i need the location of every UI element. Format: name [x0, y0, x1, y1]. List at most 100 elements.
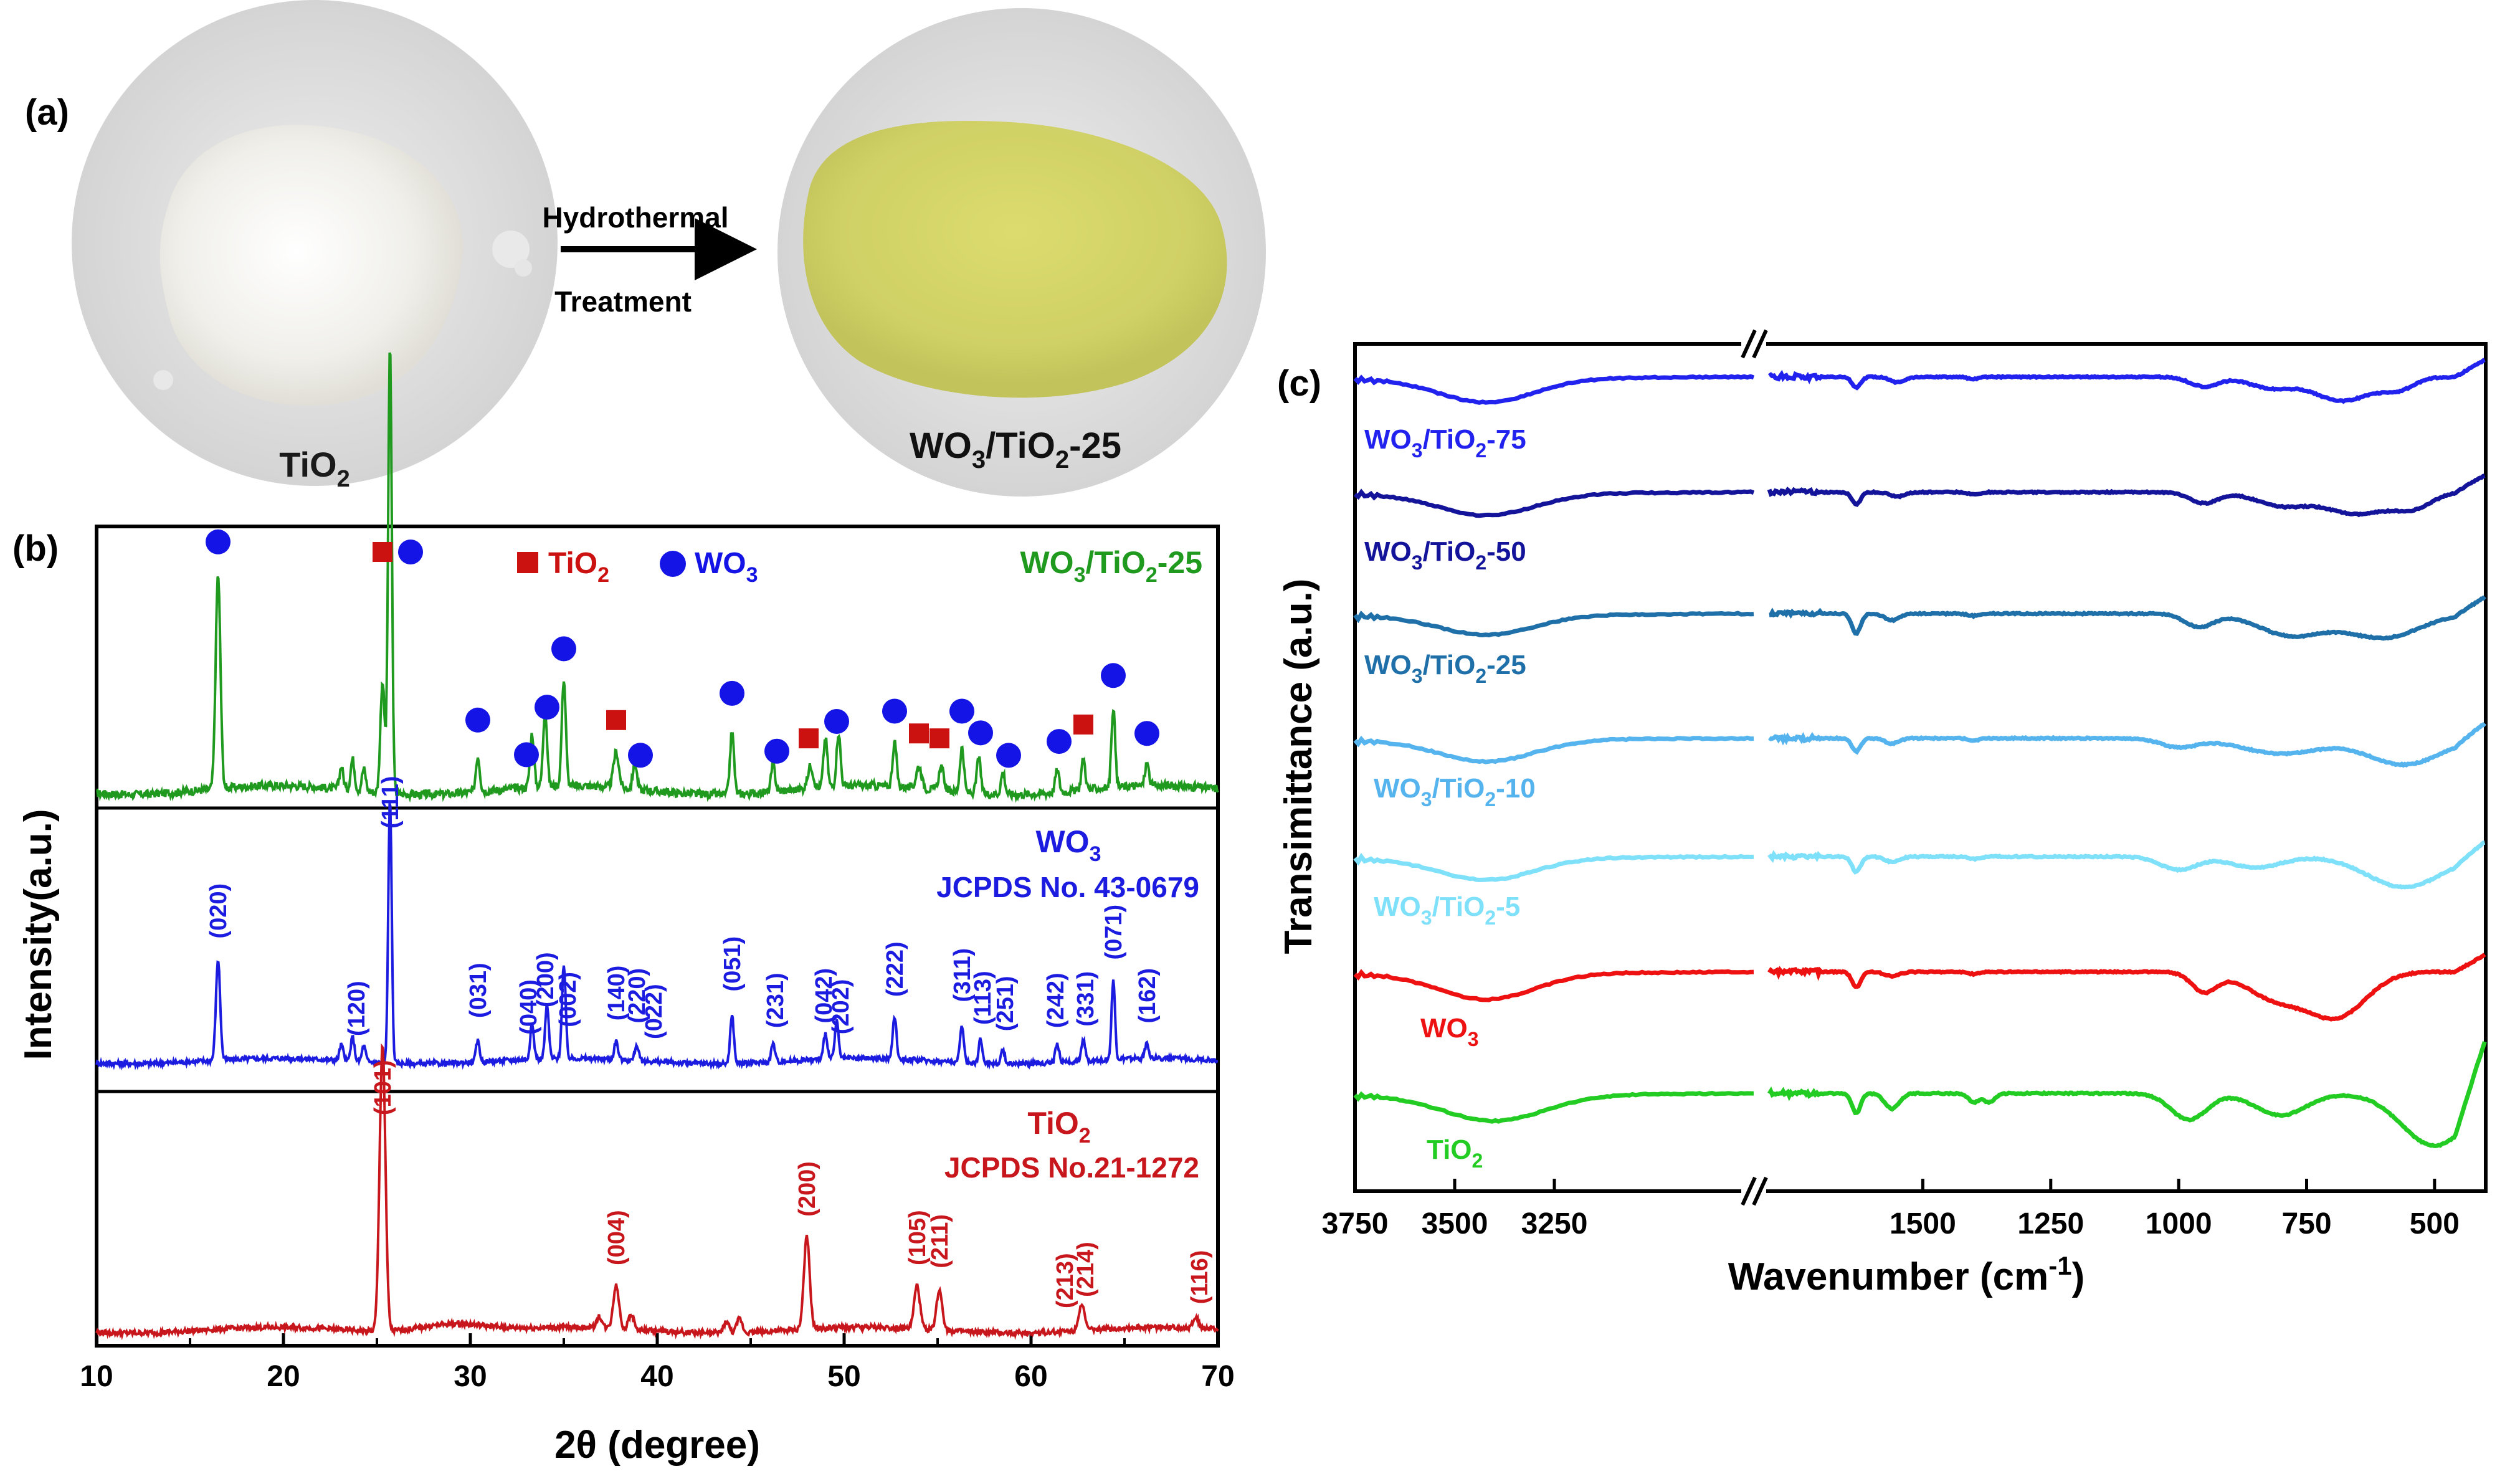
- xrd-ylabel: Intensity(a.u.): [17, 809, 60, 1060]
- ftir-curve-right: [1768, 721, 2487, 768]
- xrd-hkl-label: (071): [1101, 905, 1127, 960]
- ftir-xlabel: Wavenumber (cm-1): [1728, 1251, 2085, 1298]
- xrd-hkl-label: (200): [794, 1161, 820, 1217]
- xrd-hkl-label: (022): [641, 984, 667, 1039]
- ftir-curve-left: [1353, 969, 1754, 1002]
- xrd-xtick-label: 70: [1201, 1360, 1234, 1393]
- ftir-xtick-label: 1000: [2146, 1207, 2212, 1240]
- ftir-ylabel: Transimittance (a.u.): [1277, 579, 1320, 954]
- ftir-xtick-label: 1500: [1890, 1207, 1956, 1240]
- ftir-series-label: WO3/TiO2-5: [1374, 892, 1520, 929]
- xrd-xtick-label: 50: [827, 1360, 860, 1393]
- ftir-curve-right: [1767, 358, 2486, 404]
- ftir-curve-left: [1353, 1090, 1754, 1124]
- xrd-wo3-peak-marker: [1101, 663, 1126, 688]
- wo3-powder: [803, 120, 1227, 398]
- xrd-wo3-peak-marker: [465, 707, 490, 733]
- ftir-break-mark-top: [1741, 329, 1768, 359]
- legend-tio2-marker: [517, 552, 538, 573]
- panel-b-label: (b): [12, 528, 59, 569]
- legend-wo3-marker: [660, 551, 686, 577]
- xrd-hkl-label: (311): [949, 948, 976, 1002]
- ftir-xtick-label: 3500: [1422, 1207, 1488, 1240]
- ftir-xtick-label: 1250: [2017, 1207, 2084, 1240]
- xrd-curves: [95, 352, 1219, 1341]
- xrd-hkl-label: (200): [533, 952, 559, 1007]
- xrd-hkl-label: (162): [1134, 968, 1161, 1024]
- xrd-hkl-label: (211): [927, 1214, 953, 1268]
- ftir-curve-left: [1353, 610, 1754, 637]
- xrd-frame: [95, 525, 1220, 1348]
- ftir-xtick-label: 750: [2281, 1207, 2331, 1240]
- xrd-hkl-label: (231): [763, 973, 789, 1028]
- xrd-hkl-label: (040): [516, 979, 542, 1035]
- xrd-annotations: (020)(120)(111)(031) (040)(200)(002) (140)…: [206, 776, 1213, 1308]
- xrd-xlabel: 2θ (degree): [554, 1424, 760, 1467]
- xrd-wo3-peak-marker: [551, 636, 576, 662]
- xrd-wo3-peak-marker: [206, 529, 231, 554]
- xrd-xtick-label: 40: [640, 1360, 673, 1393]
- tio2-speck: [153, 370, 173, 390]
- xrd-hkl-label: (331): [1073, 971, 1099, 1027]
- xrd-hkl-label: (251): [992, 976, 1019, 1031]
- xrd-xtick-label: 60: [1014, 1360, 1047, 1393]
- tio2-photo-label: TiO2: [279, 445, 349, 492]
- ftir-curve-right: [1767, 1041, 2487, 1148]
- arrow-top-label: Hydrothermal: [542, 201, 728, 234]
- xrd-bot-title-1: TiO2: [1027, 1106, 1090, 1148]
- xrd-hkl-label: (140): [604, 966, 630, 1021]
- xrd-hkl-label: (220): [624, 968, 650, 1024]
- xrd-xtick-label: 10: [80, 1360, 113, 1393]
- ftir-series-label: WO3/TiO2-50: [1364, 536, 1526, 574]
- panel-c-label: (c): [1277, 363, 1321, 404]
- ftir-xtick-label: 500: [2410, 1207, 2460, 1240]
- ftir-curve-right: [1767, 953, 2486, 1022]
- xrd-wo3-peak-marker: [764, 738, 789, 764]
- xrd-wo3-peak-marker: [720, 680, 744, 706]
- xrd-bot-title-2: JCPDS No.21-1272: [944, 1151, 1199, 1184]
- ftir-chart: (c) Transimittance (a.u.) Wavenumber (cm…: [1277, 329, 2488, 1298]
- xrd-wo3-peak-marker: [628, 743, 653, 768]
- ftir-xtick-label: 3750: [1322, 1207, 1389, 1240]
- xrd-wo3-peak-marker: [949, 698, 974, 724]
- xrd-legend: TiO2 WO3: [517, 547, 758, 587]
- tio2-dish-photo: TiO2: [72, 0, 558, 492]
- xrd-curve-tio2: [95, 1043, 1219, 1341]
- xrd-hkl-label: (020): [206, 883, 232, 939]
- xrd-curve-composite: [96, 352, 1219, 803]
- xrd-xtick-label: 20: [267, 1360, 300, 1393]
- xrd-tio2-peak-marker: [799, 728, 819, 749]
- xrd-wo3-peak-marker: [824, 708, 849, 734]
- ftir-series-label: TiO2: [1427, 1134, 1483, 1172]
- xrd-hkl-label: (202): [828, 979, 854, 1035]
- ftir-series-label: WO3/TiO2-25: [1364, 650, 1526, 687]
- ftir-curve-left: [1353, 852, 1754, 882]
- xrd-hkl-label: (222): [882, 941, 908, 997]
- xrd-hkl-label: (214): [1073, 1242, 1099, 1297]
- wo3-photo-label: WO3/TiO2-25: [910, 426, 1121, 473]
- xrd-hkl-label: (042): [811, 968, 837, 1024]
- tio2-speck: [515, 259, 532, 277]
- xrd-hkl-label: (113): [970, 971, 996, 1025]
- xrd-tio2-peak-marker: [373, 542, 392, 562]
- ftir-xtick-label: 3250: [1521, 1207, 1588, 1240]
- ftir-series-labels: WO3/TiO2-75 WO3/TiO2-50 WO3/TiO2-25 WO3/TiO…: [1364, 424, 1536, 1172]
- xrd-xtick-label: 30: [454, 1360, 487, 1393]
- xrd-hkl-label: (120): [344, 981, 370, 1036]
- xrd-top-title: WO3/TiO2-25: [1020, 545, 1202, 587]
- xrd-tio2-peak-marker: [929, 728, 949, 749]
- xrd-hkl-label: (213): [1052, 1253, 1078, 1308]
- xrd-hkl-label: (031): [465, 963, 492, 1018]
- xrd-wo3-peak-marker: [535, 695, 559, 720]
- ftir-curve-right: [1767, 840, 2486, 890]
- xrd-wo3-peak-marker: [398, 540, 423, 564]
- xrd-hkl-label: (002): [555, 972, 581, 1027]
- xrd-wo3-peak-marker: [882, 698, 907, 724]
- wo3-dish-photo: WO3/TiO2-25: [777, 8, 1266, 497]
- xrd-tio2-peak-marker: [909, 723, 929, 744]
- xrd-hkl-label: (004): [604, 1210, 630, 1265]
- xrd-hkl-label: (101): [370, 1060, 396, 1115]
- ftir-series-label: WO3/TiO2-10: [1374, 773, 1536, 811]
- xrd-hkl-label: (242): [1043, 973, 1069, 1028]
